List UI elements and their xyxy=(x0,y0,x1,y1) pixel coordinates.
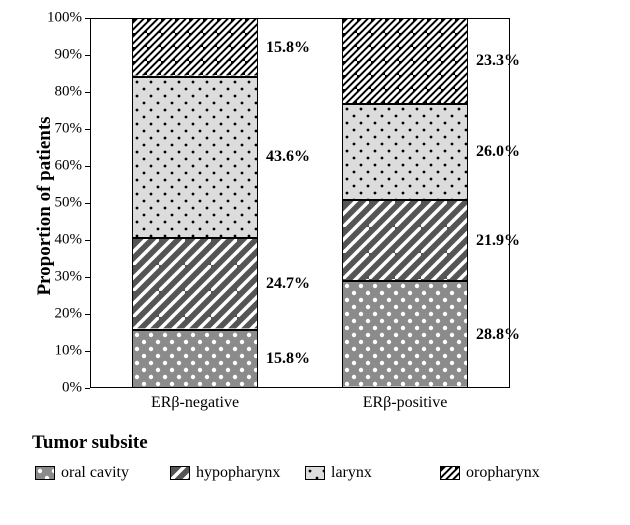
legend-swatch xyxy=(305,466,325,480)
y-tick-label: 40% xyxy=(22,232,82,249)
bar xyxy=(342,18,468,388)
y-tick-label: 0% xyxy=(22,380,82,397)
segment-value-label: 21.9% xyxy=(476,232,520,250)
legend-label: oropharynx xyxy=(466,464,540,482)
y-tick-label: 20% xyxy=(22,306,82,323)
y-tick-label: 80% xyxy=(22,84,82,101)
legend-swatch xyxy=(35,466,55,480)
segment-value-label: 15.8% xyxy=(266,39,310,57)
legend-item: oropharynx xyxy=(440,464,540,482)
y-tick-label: 90% xyxy=(22,47,82,64)
y-tick-label: 70% xyxy=(22,121,82,138)
segment-value-label: 26.0% xyxy=(476,143,520,161)
legend-item: larynx xyxy=(305,464,372,482)
y-tick-label: 30% xyxy=(22,269,82,286)
legend-label: hypopharynx xyxy=(196,464,280,482)
bar-segment xyxy=(132,77,258,238)
segment-value-label: 43.6% xyxy=(266,148,310,166)
bar xyxy=(132,18,258,388)
bar-segment xyxy=(342,104,468,200)
segment-value-label: 23.3% xyxy=(476,52,520,70)
legend-label: larynx xyxy=(331,464,372,482)
bar-segment xyxy=(342,281,468,388)
segment-value-label: 28.8% xyxy=(476,326,520,344)
y-tick-label: 60% xyxy=(22,158,82,175)
bar-segment xyxy=(132,238,258,329)
legend-item: oral cavity xyxy=(35,464,129,482)
figure: Proportion of patients 0%10%20%30%40%50%… xyxy=(0,0,630,525)
bar-segment xyxy=(342,18,468,104)
legend-label: oral cavity xyxy=(61,464,129,482)
x-tick-label: ERβ-negative xyxy=(151,394,239,412)
y-tick-label: 10% xyxy=(22,343,82,360)
legend-title: Tumor subsite xyxy=(32,432,148,454)
y-tick-label: 100% xyxy=(22,10,82,27)
bar-segment xyxy=(342,200,468,281)
segment-value-label: 15.8% xyxy=(266,350,310,368)
y-tick-label: 50% xyxy=(22,195,82,212)
segment-value-label: 24.7% xyxy=(266,275,310,293)
x-tick-label: ERβ-positive xyxy=(363,394,448,412)
legend-item: hypopharynx xyxy=(170,464,280,482)
bar-segment xyxy=(132,330,258,388)
legend-swatch xyxy=(440,466,460,480)
bar-segment xyxy=(132,18,258,76)
legend-swatch xyxy=(170,466,190,480)
